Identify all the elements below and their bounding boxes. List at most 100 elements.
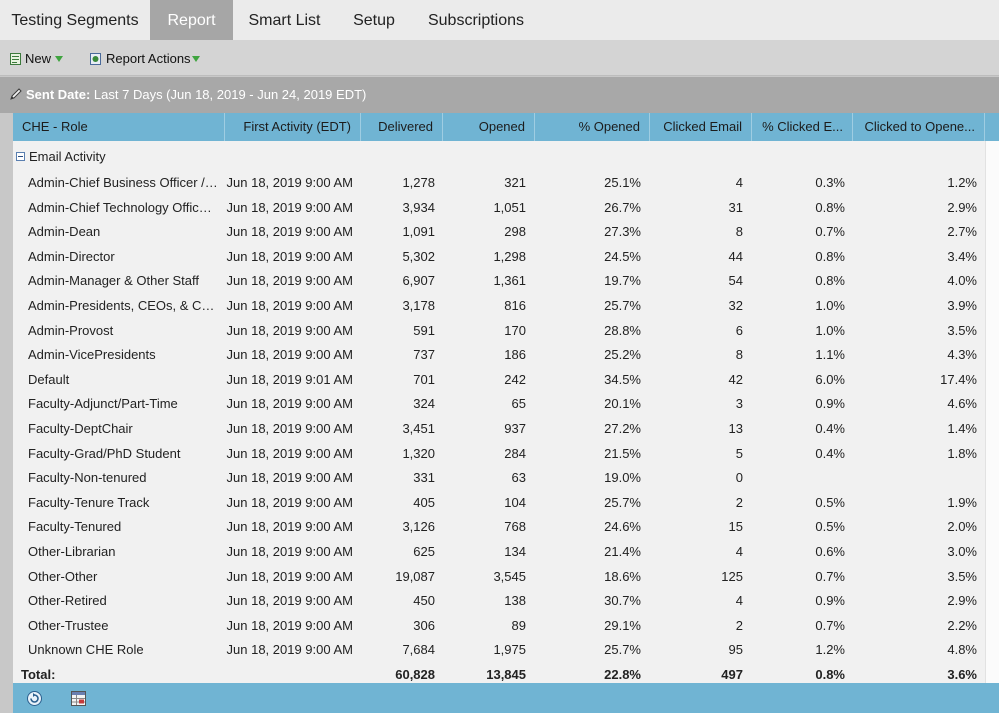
table-row[interactable]: Default Jun 18, 2019 9:01 AM 701 242 34.5% 42… (13, 368, 985, 393)
tab-report[interactable]: Report (150, 0, 233, 40)
cell-first-activity: Jun 18, 2019 9:00 AM (226, 519, 353, 535)
table-row[interactable]: Admin-Chief Business Officer / ... Jun 18… (13, 171, 985, 196)
cell-delivered: 7,684 (402, 642, 435, 658)
cell-percent-clicked-email: 6.0% (815, 371, 845, 387)
table-row[interactable]: Faculty-Adjunct/Part-Time Jun 18, 2019 9:… (13, 392, 985, 417)
table-row[interactable]: Other-Retired Jun 18, 2019 9:00 AM 450 138 3… (13, 589, 985, 614)
table-row[interactable]: Other-Trustee Jun 18, 2019 9:00 AM 306 89 29… (13, 614, 985, 639)
cell-delivered: 3,934 (402, 199, 435, 215)
collapse-icon[interactable] (16, 152, 25, 161)
cell-delivered: 1,320 (402, 445, 435, 461)
cell-first-activity: Jun 18, 2019 9:00 AM (226, 568, 353, 584)
new-label: New (25, 51, 52, 66)
column-header-first-activity[interactable]: First Activity (EDT) (225, 113, 361, 141)
cell-percent-clicked-email (752, 466, 845, 491)
total-cell-first-activity (225, 663, 353, 683)
cell-opened: 816 (504, 298, 526, 313)
cell-opened: 89 (511, 617, 526, 633)
cell-clicked-to-opened (853, 466, 977, 491)
table-row[interactable]: Admin-Presidents, CEOs, & Cha... Jun 18, … (13, 294, 985, 319)
cell-percent-clicked-email: 0.4% (815, 421, 845, 436)
table-row[interactable]: Faculty-Tenure Track Jun 18, 2019 9:00 AM… (13, 491, 985, 516)
table-row[interactable]: Unknown CHE Role Jun 18, 2019 9:00 AM 7,68… (13, 638, 985, 663)
cell-percent-clicked-email: 1.2% (815, 642, 845, 658)
tab-subscriptions[interactable]: Subscriptions (427, 12, 525, 29)
cell-clicked-email: 3 (735, 396, 743, 412)
total-row: Total: 60,828 13,845 22.8% 497 0.8% 3.6% (13, 663, 985, 683)
table-row[interactable]: Admin-Provost Jun 18, 2019 9:00 AM 591 170 2… (13, 319, 985, 344)
table-row[interactable]: Faculty-Non-tenured Jun 18, 2019 9:00 AM 3… (13, 466, 985, 491)
tab-setup[interactable]: Setup (353, 12, 395, 29)
cell-percent-opened: 27.2% (604, 421, 641, 436)
table-row[interactable]: Admin-Dean Jun 18, 2019 9:00 AM 1,091 298 27… (13, 220, 985, 245)
cell-percent-clicked-email: 0.5% (815, 494, 845, 510)
cell-delivered: 1,278 (402, 175, 435, 190)
export-grid-icon[interactable] (71, 691, 86, 706)
column-header-clicked-to-opened[interactable]: Clicked to Opene... (853, 113, 985, 141)
cell-percent-clicked-email: 1.0% (815, 322, 845, 338)
group-row-email-activity: Email Activity (13, 141, 985, 171)
cell-delivered: 324 (413, 396, 435, 412)
cell-clicked-email: 2 (735, 494, 743, 510)
cell-percent-clicked-email: 0.5% (815, 519, 845, 535)
table-row[interactable]: Admin-Manager & Other Staff Jun 18, 2019 … (13, 269, 985, 294)
cell-delivered: 306 (413, 617, 435, 633)
cell-clicked-to-opened: 2.9% (947, 593, 977, 609)
column-header-opened[interactable]: Opened (443, 113, 535, 141)
vertical-scrollbar[interactable] (985, 141, 999, 683)
refresh-icon[interactable] (27, 691, 42, 706)
cell-first-activity: Jun 18, 2019 9:00 AM (226, 617, 353, 633)
table-row[interactable]: Other-Other Jun 18, 2019 9:00 AM 19,087 3,5… (13, 565, 985, 590)
cell-clicked-email: 32 (728, 298, 743, 313)
table-row[interactable]: Admin-Director Jun 18, 2019 9:00 AM 5,302 1… (13, 245, 985, 270)
cell-clicked-email: 0 (735, 470, 743, 486)
column-header-che-role[interactable]: CHE - Role (13, 113, 225, 141)
cell-opened: 937 (504, 421, 526, 436)
tab-smart-list[interactable]: Smart List (248, 12, 321, 29)
table-row[interactable]: Faculty-DeptChair Jun 18, 2019 9:00 AM 3,4… (13, 417, 985, 442)
toolbar: New Report Actions (0, 40, 999, 76)
cell-percent-clicked-email: 0.7% (815, 224, 845, 240)
table-row[interactable]: Admin-Chief Technology Officer ... Jun 18… (13, 196, 985, 221)
cell-percent-opened: 21.5% (604, 445, 641, 461)
cell-clicked-email: 42 (728, 371, 743, 387)
cell-opened: 1,298 (493, 248, 526, 264)
cell-clicked-email: 4 (735, 175, 743, 190)
cell-delivered: 701 (413, 371, 435, 387)
cell-percent-clicked-email: 0.4% (815, 445, 845, 461)
total-cell-delivered: 60,828 (395, 667, 435, 682)
report-actions-button[interactable]: Report Actions (90, 50, 205, 68)
cell-clicked-email: 8 (735, 347, 743, 363)
cell-delivered: 591 (413, 322, 435, 338)
cell-percent-clicked-email: 0.7% (815, 568, 845, 584)
column-header-clicked-email[interactable]: Clicked Email (650, 113, 752, 141)
table-row[interactable]: Faculty-Grad/PhD Student Jun 18, 2019 9:0… (13, 442, 985, 467)
cell-clicked-to-opened: 4.3% (947, 347, 977, 363)
table-row[interactable]: Other-Librarian Jun 18, 2019 9:00 AM 625 13… (13, 540, 985, 565)
cell-clicked-to-opened: 4.6% (947, 396, 977, 412)
cell-percent-opened: 19.0% (604, 470, 641, 486)
table-row[interactable]: Admin-VicePresidents Jun 18, 2019 9:00 AM… (13, 343, 985, 368)
cell-clicked-to-opened: 17.4% (940, 371, 977, 387)
cell-first-activity: Jun 18, 2019 9:00 AM (226, 396, 353, 412)
cell-percent-clicked-email: 1.1% (815, 347, 845, 363)
cell-first-activity: Jun 18, 2019 9:00 AM (226, 544, 353, 559)
cell-percent-opened: 25.7% (604, 642, 641, 658)
cell-che-role: Admin-Presidents, CEOs, & Cha... (28, 298, 218, 313)
cell-first-activity: Jun 18, 2019 9:00 AM (226, 322, 353, 338)
cell-clicked-to-opened: 3.5% (947, 568, 977, 584)
cell-opened: 321 (504, 175, 526, 190)
column-header-delivered[interactable]: Delivered (361, 113, 443, 141)
cell-clicked-email: 6 (735, 322, 743, 338)
column-header-percent-clicked-email[interactable]: % Clicked E... (752, 113, 853, 141)
filter-summary[interactable]: Sent Date: Last 7 Days (Jun 18, 2019 - J… (26, 87, 366, 102)
column-header-percent-opened[interactable]: % Opened (535, 113, 650, 141)
tab-testing-segments[interactable]: Testing Segments (11, 12, 139, 29)
cell-percent-opened: 34.5% (604, 371, 641, 387)
total-cell-clicked-to-opened: 3.6% (947, 667, 977, 682)
table-row[interactable]: Faculty-Tenured Jun 18, 2019 9:00 AM 3,126… (13, 515, 985, 540)
filter-bar[interactable]: Sent Date: Last 7 Days (Jun 18, 2019 - J… (0, 77, 999, 113)
cell-opened: 134 (504, 544, 526, 559)
cell-percent-clicked-email: 1.0% (815, 298, 845, 313)
new-button[interactable]: New (10, 50, 66, 68)
